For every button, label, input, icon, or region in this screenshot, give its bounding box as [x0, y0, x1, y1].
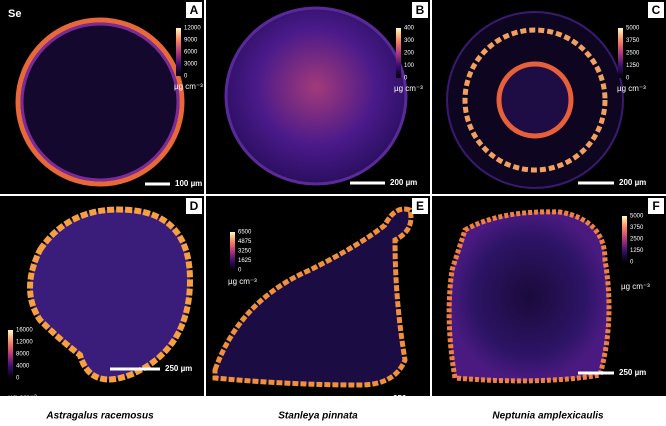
colorbar-tick-label: 0: [184, 74, 188, 80]
colorbar-tick-label: 4000: [16, 364, 30, 370]
panel-letter-box: [186, 198, 202, 214]
colorbar-tick-label: 0: [238, 268, 242, 274]
colorbar-tick-label: 1625: [238, 258, 252, 264]
panel-letter: B: [416, 3, 425, 17]
colorbar-tick-label: 200: [404, 51, 415, 57]
colorbar-tick-label: 300: [404, 38, 415, 44]
colorbar-unit: µg cm⁻³: [617, 84, 646, 93]
colorbar-tick-label: 5000: [626, 26, 640, 32]
element-label: Se: [8, 8, 21, 20]
colorbar-tick-label: 3750: [630, 225, 644, 231]
colorbar: [396, 28, 401, 78]
panel-letter-box: [648, 2, 664, 18]
scale-bar-label: 250 µm: [619, 368, 646, 377]
colorbar-tick-label: 0: [630, 260, 634, 266]
colorbar: [230, 232, 235, 270]
colorbar-tick-label: 9000: [184, 38, 198, 44]
colorbar-tick-label: 16000: [16, 328, 33, 334]
colorbar-tick-label: 400: [404, 26, 415, 32]
colorbar-unit: µg cm⁻³: [394, 84, 423, 93]
colorbar-tick-label: 8000: [16, 352, 30, 358]
panels: [0, 0, 666, 396]
colorbar-tick-label: 1250: [630, 248, 644, 254]
colorbar-tick-label: 0: [404, 76, 408, 82]
colorbar-tick-label: 3750: [626, 38, 640, 44]
tissue: [15, 17, 185, 187]
colorbar-tick-label: 4875: [238, 239, 252, 245]
colorbar-tick-label: 3000: [184, 62, 198, 68]
scale-bar-label: 250 µm: [165, 364, 192, 373]
scale-bar-label: 250 µm: [393, 394, 420, 403]
colorbar-tick-label: 1250: [626, 63, 640, 69]
colorbar-tick-label: 2500: [626, 51, 640, 57]
panel-letter: E: [416, 199, 424, 213]
colorbar-tick-label: 2500: [630, 237, 644, 243]
colorbar-tick-label: 0: [626, 76, 630, 82]
colorbar-unit: µg cm⁻³: [228, 277, 257, 286]
colorbar-unit: µg cm⁻³: [174, 82, 203, 91]
colorbar-unit: µg cm⁻³: [621, 282, 650, 291]
panel-letter: C: [652, 3, 661, 17]
tissue: [446, 209, 612, 384]
panel-letter: F: [652, 199, 659, 213]
tissue: [462, 27, 608, 173]
panel-letter: A: [190, 3, 199, 17]
colorbar-tick-label: 5000: [630, 214, 644, 220]
scale-bar-label: 200 µm: [390, 178, 417, 187]
species-caption: Neptunia amplexicaulis: [492, 411, 604, 422]
species-caption: Stanleya pinnata: [278, 411, 358, 422]
panel-letter-box: [186, 2, 202, 18]
panel-letter-box: [648, 198, 664, 214]
colorbar: [176, 28, 181, 76]
colorbar-tick-label: 12000: [184, 26, 201, 32]
colorbar: [618, 28, 623, 78]
species-caption: Astragalus racemosus: [45, 411, 154, 422]
scale-bar-label: 100 µm: [175, 179, 202, 188]
colorbar-tick-label: 12000: [16, 340, 33, 346]
scale-bar-label: 200 µm: [619, 178, 646, 187]
colorbar-tick-label: 6500: [238, 230, 252, 236]
tissue: [224, 6, 408, 186]
panel-letter-box: [412, 198, 428, 214]
colorbar: [8, 330, 13, 378]
colorbar-unit: µg cm⁻³: [8, 393, 37, 402]
tissue: [27, 206, 194, 383]
colorbar-tick-label: 3250: [238, 249, 252, 255]
colorbar: [622, 216, 627, 262]
colorbar-tick-label: 0: [16, 376, 20, 382]
panel-letter: D: [190, 199, 199, 213]
tissue: [496, 61, 574, 139]
colorbar-tick-label: 100: [404, 63, 415, 69]
tissue: [212, 206, 414, 388]
panel-letter-box: [412, 2, 428, 18]
tissue: [20, 22, 180, 182]
colorbar-tick-label: 6000: [184, 50, 198, 56]
